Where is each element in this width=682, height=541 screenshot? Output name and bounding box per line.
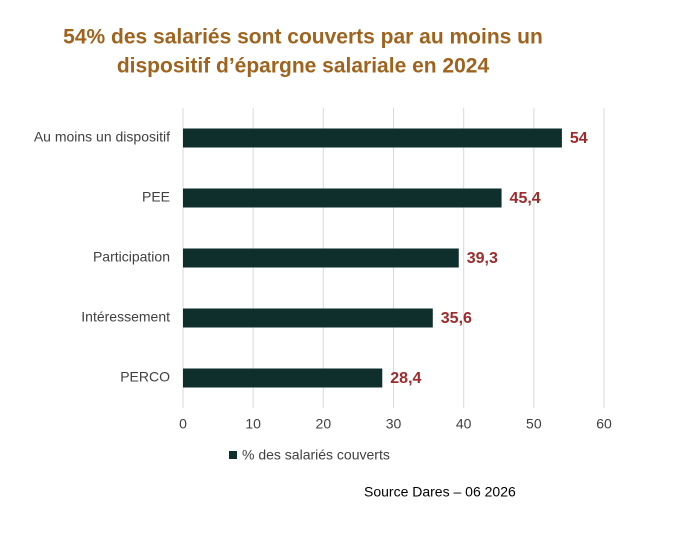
y-tick-label: PERCO — [120, 369, 170, 385]
bar — [183, 248, 459, 268]
x-tick-label: 0 — [179, 416, 187, 432]
bar — [183, 308, 433, 328]
y-tick-label: Intéressement — [81, 309, 170, 325]
chart-title: 54% des salariés sont couverts par au mo… — [63, 26, 543, 49]
chart-title: dispositif d’épargne salariale en 2024 — [117, 55, 490, 78]
y-tick-label: PEE — [142, 189, 170, 205]
y-tick-label: Au moins un dispositif — [34, 129, 170, 145]
source: Source Dares – 06 2026 — [364, 484, 516, 500]
x-tick-label: 50 — [526, 416, 542, 432]
y-tick-label: Participation — [93, 249, 170, 265]
x-tick-label: 20 — [316, 416, 332, 432]
x-tick-label: 30 — [386, 416, 402, 432]
bar — [183, 128, 562, 148]
x-tick-label: 10 — [245, 416, 261, 432]
legend-swatch — [229, 451, 237, 459]
bar — [183, 188, 502, 208]
data-label: 35,6 — [441, 310, 472, 327]
data-label: 45,4 — [510, 190, 541, 207]
bar — [183, 368, 383, 388]
x-tick-label: 60 — [596, 416, 612, 432]
data-label: 28,4 — [390, 370, 421, 387]
data-label: 39,3 — [467, 250, 498, 267]
x-tick-label: 40 — [456, 416, 472, 432]
legend-label: % des salariés couverts — [242, 447, 390, 463]
data-label: 54 — [570, 130, 588, 147]
